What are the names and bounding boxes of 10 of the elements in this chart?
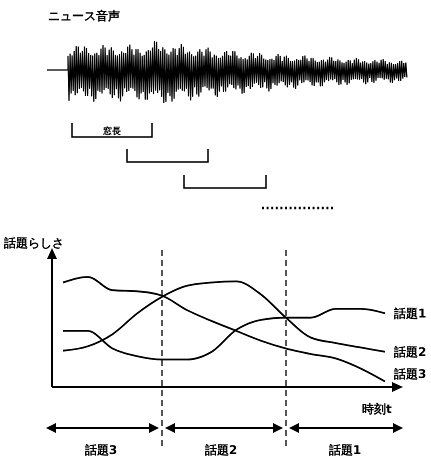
- series-label: 話題1: [393, 306, 426, 320]
- text: 話題1: [328, 443, 362, 457]
- text: 窓長: [103, 126, 121, 137]
- text: 話題2: [204, 443, 238, 457]
- chart-title: ニュース音声: [48, 9, 120, 23]
- x-axis-title: 時刻t: [362, 402, 392, 416]
- series-label: 話題3: [393, 367, 426, 381]
- y-axis-title: 話題らしさ: [3, 236, 64, 250]
- series-label: 話題2: [393, 344, 426, 359]
- text: 話題3: [84, 443, 118, 457]
